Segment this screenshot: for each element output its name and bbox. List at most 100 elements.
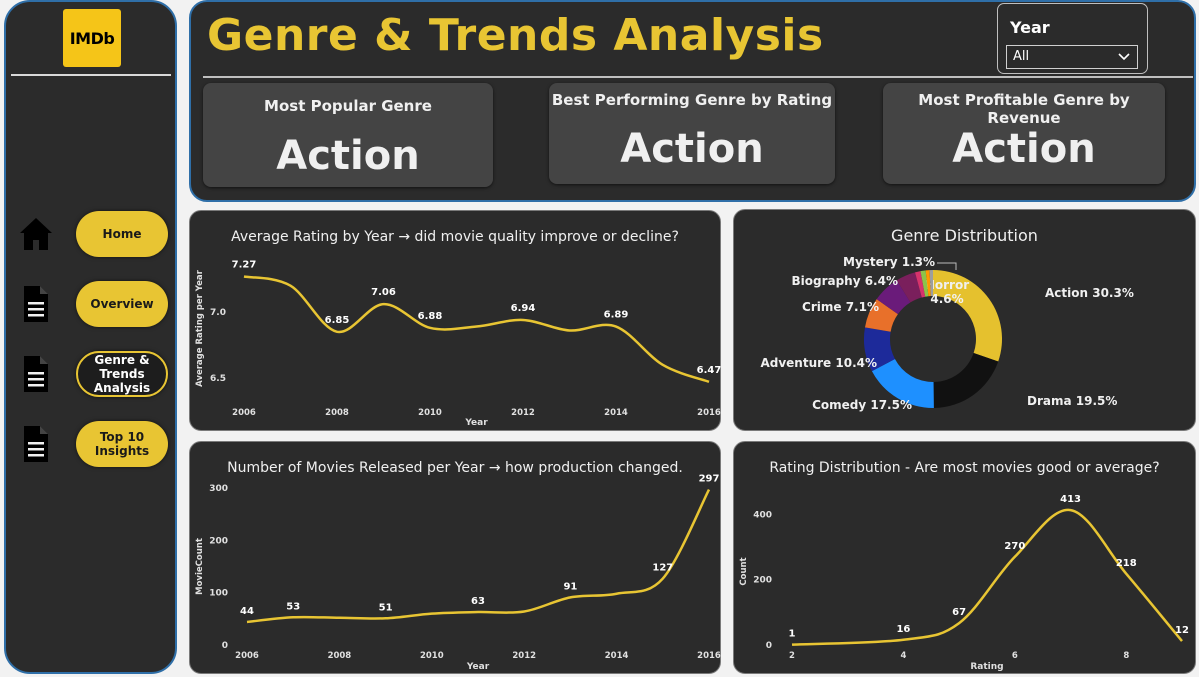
data-label: 7.06 xyxy=(371,287,396,298)
x-tick-label: 2 xyxy=(789,651,795,661)
leader-line xyxy=(937,262,957,270)
avg-rating-card: Average Rating by Year → did movie quali… xyxy=(189,210,721,431)
x-tick-label: 2016 xyxy=(697,408,721,418)
pie-slice-mystery xyxy=(915,271,926,298)
kpi-label: Best Performing Genre by Rating xyxy=(551,91,833,109)
series-line xyxy=(243,275,710,383)
x-tick-label: 2012 xyxy=(512,651,536,661)
movies-per-year-chart: 44 53 51 63 91 127 297 2006 2008 2010 2012 2014 2016… xyxy=(195,474,721,672)
y-tick-label: 200 xyxy=(209,536,228,546)
slice-label: Horror 4.6% xyxy=(925,278,969,306)
kpi-most-popular: Most Popular Genre Action xyxy=(203,83,493,187)
x-tick-label: 6 xyxy=(1012,651,1018,661)
y-tick-label: 200 xyxy=(753,576,772,586)
y-tick-label: 0 xyxy=(766,641,772,651)
data-label: 413 xyxy=(1060,494,1081,505)
document-icon[interactable] xyxy=(18,424,54,464)
pie-slice-comedy xyxy=(871,359,934,408)
sidebar: IMDb Home Overview Genre & Trends Analys… xyxy=(4,0,177,674)
x-tick-label: 2006 xyxy=(235,651,259,661)
chevron-down-icon[interactable] xyxy=(1117,50,1131,64)
kpi-label: Most Popular Genre xyxy=(264,97,432,115)
x-tick-label: 2014 xyxy=(605,651,629,661)
x-tick-label: 2016 xyxy=(697,651,721,661)
slice-label: Drama 19.5% xyxy=(1027,394,1117,408)
data-label: 6.85 xyxy=(325,315,350,326)
page-title: Genre & Trends Analysis xyxy=(207,10,824,61)
pie-slice-drama xyxy=(933,353,999,408)
x-tick-label: 2010 xyxy=(418,408,442,418)
slice-label: Biography 6.4% xyxy=(791,274,898,288)
data-label: 12 xyxy=(1175,625,1189,636)
data-label: 6.88 xyxy=(418,311,443,322)
y-axis-label: Count xyxy=(739,557,749,585)
y-tick-label: 100 xyxy=(209,589,228,599)
data-label: 218 xyxy=(1116,558,1137,569)
data-label: 270 xyxy=(1004,541,1025,552)
y-tick-label: 300 xyxy=(209,484,228,494)
x-tick-label: 2014 xyxy=(604,408,628,418)
x-axis-label: Rating xyxy=(970,662,1003,672)
slice-label: Action 30.3% xyxy=(1045,286,1134,300)
data-label: 91 xyxy=(563,581,577,592)
x-tick-label: 2008 xyxy=(328,651,352,661)
rating-distribution-card: Rating Distribution - Are most movies go… xyxy=(733,441,1196,674)
data-label: 6.94 xyxy=(511,303,536,314)
slice-label: Comedy 17.5% xyxy=(812,398,912,412)
genre-donut-chart: Action 30.3% Drama 19.5% Comedy 17.5% Adven… xyxy=(760,255,1134,412)
kpi-most-profitable: Most Profitable Genre by Revenue Action xyxy=(883,83,1165,184)
sidebar-divider xyxy=(11,74,171,76)
pie-slice-crime xyxy=(864,299,898,332)
year-slicer: Year All xyxy=(997,3,1148,74)
chart-title: Rating Distribution - Are most movies go… xyxy=(769,460,1160,476)
document-icon[interactable] xyxy=(18,284,54,324)
pie-slice-biography xyxy=(876,280,911,315)
nav-overview-button[interactable]: Overview xyxy=(76,281,168,327)
data-label: 6.89 xyxy=(604,310,629,321)
kpi-value: Action xyxy=(952,126,1096,172)
y-tick-label: 0 xyxy=(222,641,228,651)
nav-top10-button[interactable]: Top 10 Insights xyxy=(76,421,168,467)
imdb-logo: IMDb xyxy=(63,9,121,67)
pie-slice-action xyxy=(933,270,1002,362)
nav-genre-trends-button[interactable]: Genre & Trends Analysis xyxy=(76,351,168,397)
document-icon[interactable] xyxy=(18,354,54,394)
data-label: 67 xyxy=(952,607,966,618)
pie-slice-horror xyxy=(896,272,922,303)
data-label: 6.47 xyxy=(697,365,722,376)
data-label: 127 xyxy=(652,563,673,574)
nav-home-button[interactable]: Home xyxy=(76,211,168,257)
year-dropdown[interactable]: All xyxy=(1006,45,1138,69)
series-line xyxy=(246,488,711,624)
y-axis-label: MovieCount xyxy=(195,538,205,595)
slice-label: Adventure 10.4% xyxy=(760,356,877,370)
x-tick-label: 4 xyxy=(900,651,906,661)
x-axis-label: Year xyxy=(464,418,488,428)
pie-slice-other xyxy=(920,270,929,297)
data-label: 7.27 xyxy=(232,260,257,271)
data-label: 297 xyxy=(699,474,720,485)
pie-slice-adventure xyxy=(864,327,895,372)
slice-label: Crime 7.1% xyxy=(802,300,879,314)
header-divider xyxy=(203,76,1193,78)
chart-title: Number of Movies Released per Year → how… xyxy=(227,460,683,476)
y-axis-label: Average Rating per Year xyxy=(195,269,205,387)
genre-distribution-card: Genre Distribution Action 30.3% Drama 19.… xyxy=(733,209,1196,431)
year-dropdown-value: All xyxy=(1013,49,1030,64)
x-axis-label: Year xyxy=(466,662,490,672)
kpi-best-rating: Best Performing Genre by Rating Action xyxy=(549,83,835,184)
y-tick-label: 6.5 xyxy=(210,374,226,384)
kpi-label: Most Profitable Genre by Revenue xyxy=(918,91,1130,127)
pie-slice-other3 xyxy=(929,270,933,297)
x-tick-label: 8 xyxy=(1123,651,1129,661)
x-tick-label: 2008 xyxy=(325,408,349,418)
data-label: 1 xyxy=(789,629,796,640)
chart-title: Average Rating by Year → did movie quali… xyxy=(231,229,679,245)
kpi-value: Action xyxy=(276,133,420,179)
data-label: 51 xyxy=(379,602,393,613)
y-tick-label: 7.0 xyxy=(210,308,226,318)
home-icon[interactable] xyxy=(18,214,54,254)
movies-per-year-card: Number of Movies Released per Year → how… xyxy=(189,441,721,674)
x-tick-label: 2012 xyxy=(511,408,535,418)
chart-title: Genre Distribution xyxy=(891,226,1038,245)
